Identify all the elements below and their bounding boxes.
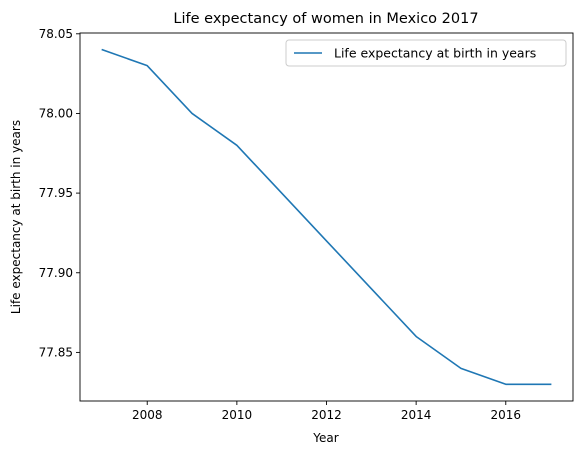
y-tick-label: 77.95 (39, 186, 73, 200)
y-tick-label: 78.00 (39, 106, 73, 120)
legend-label-0: Life expectancy at birth in years (334, 46, 536, 61)
y-tick-label: 77.90 (39, 266, 73, 280)
series-line-0 (101, 48, 552, 386)
plot-frame (79, 32, 574, 402)
x-tick-label: 2010 (222, 408, 253, 422)
legend-box (285, 39, 567, 67)
x-tick-label: 2014 (401, 408, 432, 422)
chart-title: Life expectancy of women in Mexico 2017 (173, 11, 478, 27)
plot-area: 2008 2010 2012 2014 2016 77.85 77.90 77.95 78.00… (39, 27, 574, 422)
x-tick-label: 2016 (490, 408, 521, 422)
x-axis-label: Year (312, 431, 338, 445)
y-tick-label: 77.85 (39, 345, 73, 359)
x-tick-label: 2012 (311, 408, 342, 422)
x-tick-label: 2008 (132, 408, 163, 422)
y-axis-label: Life expectancy at birth in years (9, 120, 23, 314)
y-tick-label: 78.05 (39, 27, 73, 41)
